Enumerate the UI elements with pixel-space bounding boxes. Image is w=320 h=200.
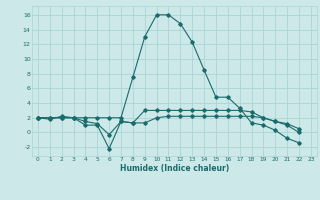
X-axis label: Humidex (Indice chaleur): Humidex (Indice chaleur) <box>120 164 229 173</box>
